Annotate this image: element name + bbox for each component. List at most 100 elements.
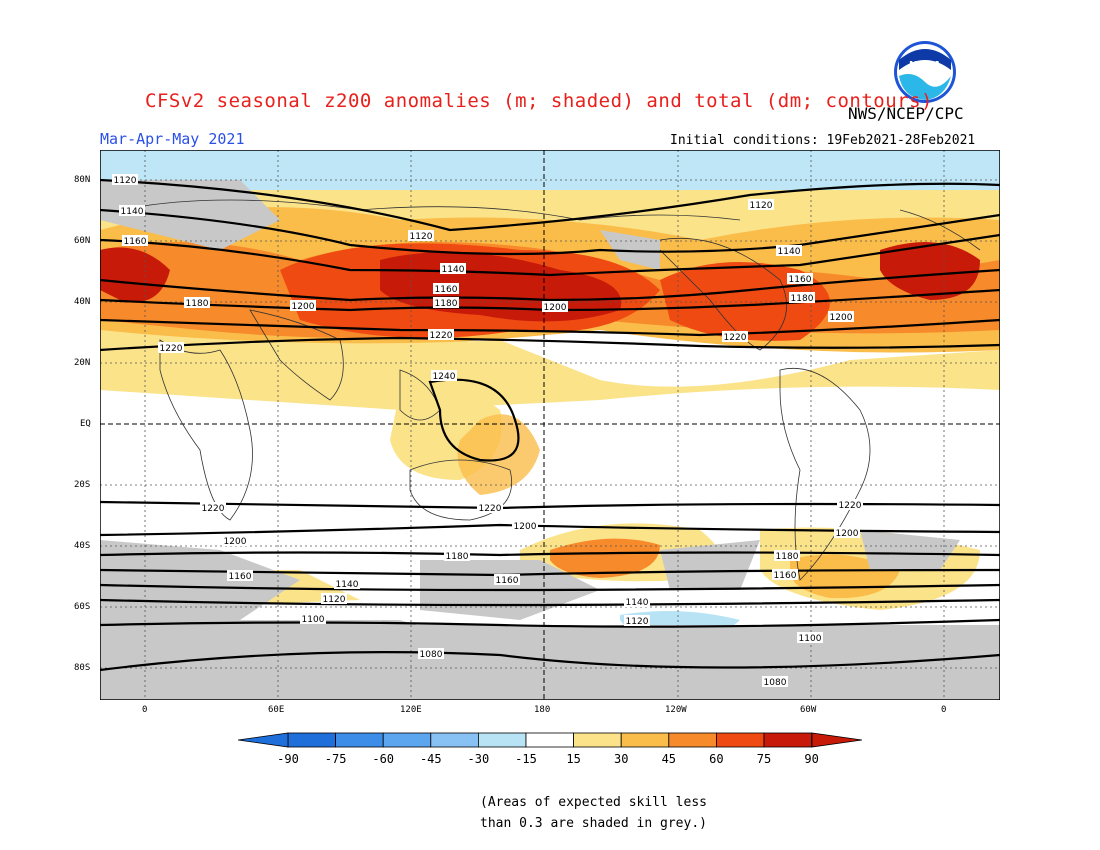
colorbar-tick-label: -75 [325, 752, 347, 766]
contour-label-1160-b: 1160 [435, 285, 458, 295]
contour-label-1180-a: 1180 [186, 299, 209, 309]
anomaly-shading [100, 150, 1000, 700]
anomaly-map: 1120 1140 1160 1180 1200 1220 1120 1140 … [99, 149, 1001, 701]
contour-label-1200-e: 1200 [514, 522, 537, 532]
organization-label: NWS/NCEP/CPC [848, 104, 964, 123]
contour-label-1120-c: 1120 [750, 201, 773, 211]
colorbar-tick-label: 30 [614, 752, 628, 766]
colorbar-tick-label: 60 [709, 752, 723, 766]
contour-label-1180-d: 1180 [446, 552, 469, 562]
contour-label-1200-f: 1200 [836, 529, 859, 539]
colorbar-segments [287, 732, 812, 748]
contour-label-1120-b: 1120 [410, 232, 433, 242]
contour-labels: 1120 1140 1160 1180 1200 1220 1120 1140 … [112, 174, 863, 688]
colorbar-segment [335, 732, 384, 748]
colorbar-low-arrow [237, 732, 289, 748]
contour-label-1160-d: 1160 [229, 572, 252, 582]
colorbar-high-arrow [811, 732, 863, 748]
colorbar: -90 -75 -60 -45 -30 -15 15 30 45 60 75 90 [237, 732, 863, 772]
contour-label-1220-b: 1220 [430, 331, 453, 341]
contour-label-1160-f: 1160 [774, 571, 797, 581]
contour-label-1140-b: 1140 [442, 265, 465, 275]
colorbar-tick-label: -30 [468, 752, 490, 766]
colorbar-segment [430, 732, 479, 748]
equator-dateline [100, 150, 1000, 700]
colorbar-segment [477, 732, 527, 748]
colorbar-segment [573, 732, 622, 748]
coastlines [119, 199, 981, 581]
footnote-line-2: than 0.3 are shaded in grey.) [480, 816, 707, 831]
contour-label-1140-c: 1140 [778, 247, 801, 257]
colorbar-tick-label: 90 [804, 752, 818, 766]
colorbar-segment [525, 732, 574, 748]
contour-label-1220-d: 1220 [202, 504, 225, 514]
lat-label-80n: 80N [74, 175, 91, 185]
colorbar-segment [715, 732, 765, 748]
lat-label-20s: 20S [74, 480, 91, 490]
lon-label-0: 0 [142, 705, 148, 715]
lat-label-40n: 40N [74, 297, 91, 307]
lon-label-180: 180 [534, 705, 551, 715]
forecast-period: Mar-Apr-May 2021 [100, 130, 245, 148]
lat-label-40s: 40S [74, 541, 91, 551]
contour-label-1100-a: 1100 [302, 615, 325, 625]
contour-label-1180-e: 1180 [776, 552, 799, 562]
colorbar-tick-label: 75 [757, 752, 771, 766]
contour-label-1220-c: 1220 [724, 333, 747, 343]
contour-label-1140-a: 1140 [121, 207, 144, 217]
colorbar-segment [287, 732, 336, 748]
colorbar-tick-label: -45 [420, 752, 442, 766]
contour-label-1220-f: 1220 [839, 501, 862, 511]
noaa-logo: NOAA [893, 40, 957, 104]
contour-label-1080-a: 1080 [420, 650, 443, 660]
lon-label-120w: 120W [665, 705, 687, 715]
lat-label-80s: 80S [74, 663, 91, 673]
contour-label-1200-d: 1200 [224, 537, 247, 547]
lon-label-60w: 60W [800, 705, 817, 715]
lon-label-120e: 120E [400, 705, 422, 715]
graticule [100, 150, 1000, 700]
colorbar-tick-label: 45 [662, 752, 676, 766]
colorbar-tick-label: -60 [372, 752, 394, 766]
colorbar-segment [382, 732, 432, 748]
contour-label-1080-b: 1080 [764, 678, 787, 688]
lat-label-eq: EQ [80, 419, 91, 429]
contour-label-1200-a: 1200 [292, 302, 315, 312]
skill-footnote: (Areas of expected skill less than 0.3 a… [480, 792, 707, 834]
contour-label-1140-d: 1140 [336, 580, 359, 590]
colorbar-tick-label: -90 [277, 752, 299, 766]
colorbar-tick-label: 15 [566, 752, 580, 766]
svg-text:NOAA: NOAA [909, 60, 941, 71]
contour-label-1120-a: 1120 [114, 176, 137, 186]
colorbar-segment [668, 732, 717, 748]
map-svg: 1120 1140 1160 1180 1200 1220 1120 1140 … [99, 149, 1001, 701]
contour-label-1200-b: 1200 [544, 303, 567, 313]
contour-label-1160-e: 1160 [496, 576, 519, 586]
contour-label-1120-e: 1120 [626, 617, 649, 627]
contour-label-1200-c: 1200 [830, 313, 853, 323]
footnote-line-1: (Areas of expected skill less [480, 795, 707, 810]
contour-label-1120-d: 1120 [323, 595, 346, 605]
colorbar-tick-label: -15 [515, 752, 537, 766]
height-contours [99, 178, 1001, 672]
lat-label-20n: 20N [74, 358, 91, 368]
colorbar-segment [620, 732, 670, 748]
contour-label-1220-a: 1220 [160, 344, 183, 354]
lat-label-60n: 60N [74, 236, 91, 246]
chart-title: CFSv2 seasonal z200 anomalies (m; shaded… [145, 90, 933, 112]
contour-label-1240: 1240 [433, 372, 456, 382]
contour-label-1180-c: 1180 [791, 294, 814, 304]
contour-label-1160-c: 1160 [789, 275, 812, 285]
initial-conditions: Initial conditions: 19Feb2021-28Feb2021 [670, 133, 976, 148]
lon-label-0-east: 0 [941, 705, 947, 715]
contour-label-1220-e: 1220 [479, 504, 502, 514]
contour-label-1140-e: 1140 [626, 598, 649, 608]
contour-label-1100-b: 1100 [799, 634, 822, 644]
contour-label-1160-a: 1160 [124, 237, 147, 247]
lon-label-60e: 60E [268, 705, 285, 715]
colorbar-svg: -90 -75 -60 -45 -30 -15 15 30 45 60 75 90 [237, 732, 863, 766]
lat-label-60s: 60S [74, 602, 91, 612]
colorbar-segment [763, 732, 812, 748]
colorbar-tick-labels: -90 -75 -60 -45 -30 -15 15 30 45 60 75 90 [277, 752, 819, 766]
contour-label-1180-b: 1180 [435, 299, 458, 309]
